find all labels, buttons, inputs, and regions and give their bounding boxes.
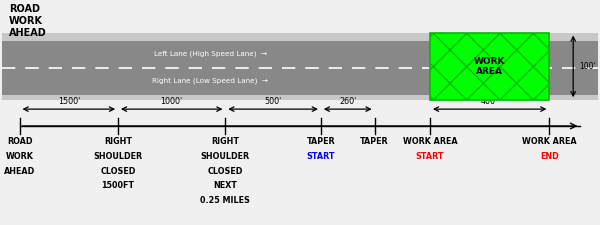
Text: 1500': 1500' [58,97,80,106]
Text: 500': 500' [265,97,282,106]
Text: Right Lane (Low Speed Lane)  →: Right Lane (Low Speed Lane) → [152,78,268,84]
Text: AHEAD: AHEAD [4,166,35,176]
Bar [2,33,598,100]
Text: NEXT: NEXT [214,181,238,190]
Text: TAPER: TAPER [360,137,389,146]
Text: ROAD: ROAD [7,137,32,146]
Text: SHOULDER: SHOULDER [94,152,143,161]
Text: WORK: WORK [5,152,34,161]
Bar [430,33,550,100]
Text: CLOSED: CLOSED [208,166,243,176]
Text: START: START [416,152,444,161]
Text: TAPER: TAPER [307,137,335,146]
Text: CLOSED: CLOSED [100,166,136,176]
Text: 0.25 MILES: 0.25 MILES [200,196,250,205]
Text: 400': 400' [481,97,498,106]
Text: SHOULDER: SHOULDER [201,152,250,161]
Text: START: START [307,152,335,161]
Text: END: END [540,152,559,161]
Text: 1000': 1000' [161,97,183,106]
Text: 100': 100' [579,62,596,71]
Text: WORK
AREA: WORK AREA [474,57,505,76]
Text: WORK AREA: WORK AREA [403,137,457,146]
Text: RIGHT: RIGHT [104,137,132,146]
Text: RIGHT: RIGHT [211,137,239,146]
Text: WORK AREA: WORK AREA [522,137,577,146]
Text: Left Lane (High Speed Lane)  →: Left Lane (High Speed Lane) → [154,51,267,57]
Text: 260': 260' [339,97,356,106]
Text: ROAD
WORK
AHEAD: ROAD WORK AHEAD [9,4,47,38]
Text: 1500FT: 1500FT [101,181,134,190]
Bar [2,40,598,94]
